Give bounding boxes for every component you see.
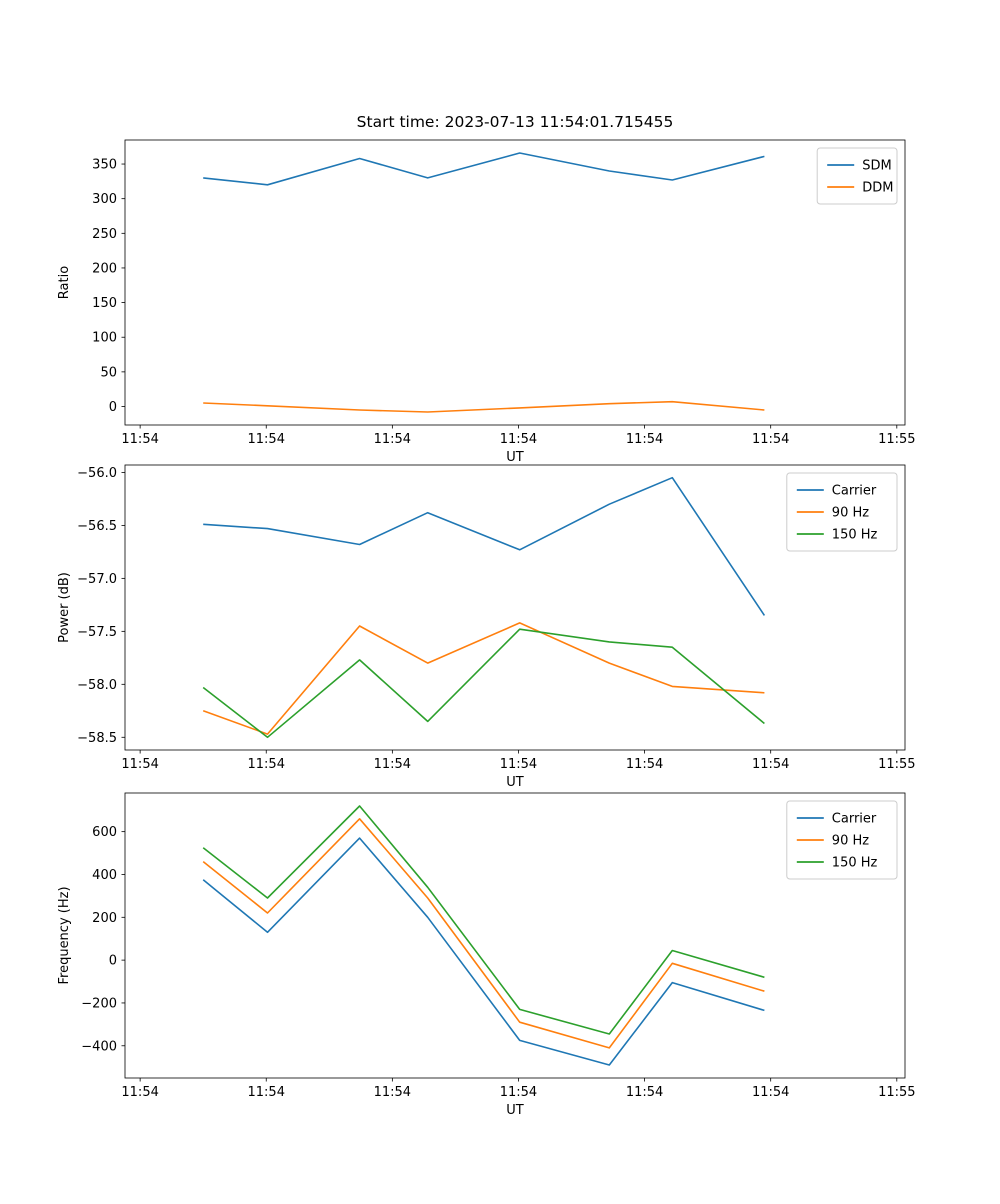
y-tick-label: 50 (100, 365, 117, 380)
x-tick-label: 11:54 (121, 1085, 158, 1100)
x-tick-label: 11:54 (626, 1085, 663, 1100)
series-line-150-hz (202, 805, 765, 1035)
axes-frame (124, 464, 906, 751)
x-tick-label: 11:54 (752, 1085, 789, 1100)
chart-title: Start time: 2023-07-13 11:54:01.715455 (357, 113, 674, 131)
x-tick-label: 11:54 (752, 757, 789, 772)
series-line-ddm (203, 400, 765, 413)
y-axis-label: Frequency (Hz) (57, 886, 72, 984)
x-tick-label: 11:55 (878, 1085, 915, 1100)
x-axis-label: UT (506, 450, 524, 465)
x-tick-label: 11:54 (374, 757, 411, 772)
x-tick-label: 11:54 (374, 1085, 411, 1100)
y-tick-label: 150 (92, 296, 117, 311)
x-tick-label: 11:54 (121, 432, 158, 447)
series-line-90-hz (202, 622, 765, 735)
legend-label-90-hz: 90 Hz (832, 834, 869, 849)
x-tick-label: 11:54 (500, 757, 537, 772)
legend: Carrier 90 Hz 150 Hz (786, 472, 898, 552)
x-tick-label: 11:54 (626, 432, 663, 447)
y-tick-label: 200 (92, 261, 117, 276)
legend-label-carrier: Carrier (832, 812, 877, 827)
y-tick-label: 0 (109, 954, 117, 969)
y-tick-label: 600 (92, 825, 117, 840)
legend: Carrier 90 Hz 150 Hz (786, 800, 898, 880)
y-tick-label: −57.0 (77, 572, 117, 587)
axes-frame (124, 139, 906, 426)
legend-label-sdm: SDM (862, 159, 891, 174)
x-tick-label: 11:55 (878, 757, 915, 772)
y-tick-label: −56.0 (77, 466, 117, 481)
legend-frame (786, 800, 898, 880)
legend-label-carrier: Carrier (832, 484, 877, 499)
x-axis-label: UT (506, 775, 524, 790)
y-tick-label: 400 (92, 868, 117, 883)
legend-label-ddm: DDM (862, 181, 893, 196)
x-tick-label: 11:54 (248, 757, 285, 772)
x-tick-label: 11:54 (626, 757, 663, 772)
y-tick-label: 100 (92, 331, 117, 346)
legend-label-150-hz: 150 Hz (832, 856, 878, 871)
series-line-sdm (203, 152, 765, 186)
x-tick-label: 11:54 (500, 1085, 537, 1100)
series-line-150-hz (202, 628, 765, 739)
x-tick-label: 11:54 (248, 1085, 285, 1100)
x-tick-label: 11:54 (248, 432, 285, 447)
chart-1: 11:54 11:54 11:54 11:54 11:54 11:54 11:55 −58.5… (57, 464, 916, 790)
legend-label-90-hz: 90 Hz (832, 506, 869, 521)
legend-label-150-hz: 150 Hz (832, 528, 878, 543)
chart-2: 11:54 11:54 11:54 11:54 11:54 11:54 11:55 −400 −… (57, 792, 916, 1118)
y-tick-label: −58.0 (77, 678, 117, 693)
y-axis-label: Ratio (57, 266, 72, 299)
legend: SDM DDM (816, 147, 898, 205)
series-line-carrier (202, 837, 765, 1066)
legend-frame (786, 472, 898, 552)
x-tick-label: 11:54 (121, 757, 158, 772)
legend-frame (816, 147, 898, 205)
x-tick-label: 11:54 (752, 432, 789, 447)
y-tick-label: 300 (92, 192, 117, 207)
x-tick-label: 11:55 (878, 432, 915, 447)
y-tick-label: −56.5 (77, 519, 117, 534)
y-tick-label: −400 (81, 1039, 117, 1054)
y-tick-label: 250 (92, 227, 117, 242)
y-tick-label: −200 (81, 996, 117, 1011)
x-axis-label: UT (506, 1103, 524, 1118)
chart-0: 11:54 11:54 11:54 11:54 11:54 11:54 11:55 0 50 10… (57, 113, 916, 465)
y-tick-label: 200 (92, 911, 117, 926)
y-tick-label: 350 (92, 158, 117, 173)
x-tick-label: 11:54 (500, 432, 537, 447)
y-tick-label: −57.5 (77, 625, 117, 640)
y-axis-label: Power (dB) (57, 572, 72, 643)
axes-frame (124, 792, 906, 1079)
series-line-carrier (203, 476, 766, 616)
y-tick-label: 0 (109, 400, 117, 415)
x-tick-label: 11:54 (374, 432, 411, 447)
series-line-90-hz (202, 817, 765, 1049)
y-tick-label: −58.5 (77, 731, 117, 746)
